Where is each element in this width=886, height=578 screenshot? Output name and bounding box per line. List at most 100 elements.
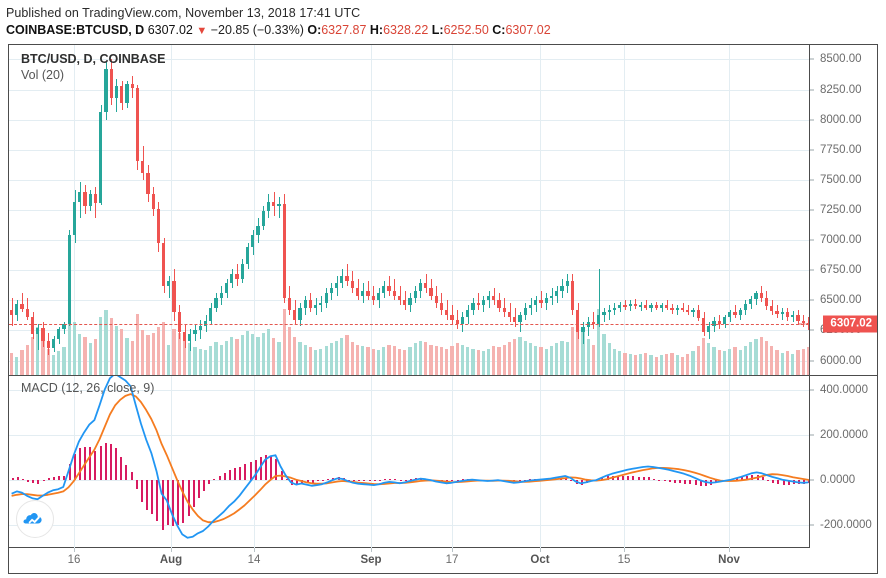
price-panel[interactable]: BTC/USD, D, COINBASE Vol (20) 8500.00 825…	[9, 45, 877, 375]
volume-bar	[649, 355, 653, 375]
volume-bar	[371, 348, 375, 375]
candle-body	[182, 331, 187, 342]
candle-body	[193, 330, 197, 335]
volume-bar	[418, 340, 423, 375]
macd-plot-area[interactable]	[9, 376, 809, 548]
price-plot-area[interactable]	[9, 45, 809, 375]
volume-bar	[764, 340, 769, 375]
volume-bar	[743, 345, 748, 375]
volume-bar	[361, 345, 365, 375]
candle-wick	[457, 309, 458, 330]
volume-bar	[167, 344, 171, 375]
candle-body	[62, 324, 66, 330]
volume-bar	[481, 351, 485, 375]
candle-wick	[95, 187, 96, 219]
volume-bar	[114, 326, 119, 375]
price-vertical-gridline	[254, 45, 255, 375]
volume-bar	[701, 338, 706, 375]
volume-bar	[240, 335, 244, 375]
price-gridline	[9, 119, 809, 121]
volume-bar	[445, 348, 449, 375]
close-value: 6307.02	[505, 23, 551, 37]
volume-bar	[345, 335, 349, 375]
volume-bar	[639, 353, 643, 375]
macd-histogram-bar	[689, 480, 691, 485]
macd-histogram-bar	[105, 442, 107, 481]
candle-body	[403, 300, 407, 306]
macd-histogram-bar	[177, 480, 179, 526]
volume-bar	[182, 338, 187, 375]
macd-histogram-bar	[172, 480, 174, 527]
macd-histogram-bar	[648, 477, 650, 481]
macd-histogram-bar	[410, 478, 412, 481]
volume-bar	[801, 348, 805, 375]
candle-body	[67, 235, 71, 325]
price-vertical-gridline	[371, 45, 372, 375]
macd-axis-label: 200.0000	[820, 428, 868, 441]
volume-bar	[266, 328, 271, 375]
candle-wick	[504, 297, 505, 318]
candle-wick	[405, 290, 406, 310]
price-axis-tick	[810, 269, 814, 271]
macd-histogram-bar	[260, 457, 262, 481]
macd-histogram-bar	[63, 475, 65, 481]
last-price: 6307.02	[147, 23, 193, 37]
time-axis[interactable]: 16 Aug 14 Sep 17 Oct 15 Nov	[8, 548, 878, 574]
candle-body	[146, 172, 150, 195]
price-axis-label: 7250.00	[820, 204, 862, 216]
candle-body	[780, 312, 784, 314]
price-change: −20.85 (−0.33%)	[210, 23, 304, 37]
volume-bar	[492, 345, 496, 375]
price-gridline	[9, 270, 809, 272]
price-gridline	[9, 240, 809, 242]
volume-bar	[612, 348, 617, 375]
price-axis[interactable]: 8500.00 8250.00 8000.00 7750.00 7500.00 7250.…	[809, 45, 877, 375]
macd-histogram-bar	[679, 480, 681, 484]
volume-bar	[780, 352, 784, 375]
volume-bar	[67, 312, 71, 375]
candle-body	[99, 112, 103, 203]
candle-body	[282, 203, 286, 298]
volume-bar	[628, 353, 632, 375]
candle-body	[597, 314, 601, 325]
candle-body	[9, 309, 14, 315]
candle-body	[114, 85, 119, 98]
candle-body	[25, 308, 29, 318]
volume-bar	[287, 327, 292, 375]
volume-bar	[439, 347, 444, 375]
candle-wick	[735, 305, 736, 319]
volume-bar	[570, 327, 575, 375]
candle-body	[544, 297, 548, 303]
volume-bar	[576, 319, 580, 375]
current-price-line	[9, 323, 809, 325]
volume-bar	[460, 344, 465, 375]
macd-histogram-bar	[270, 456, 272, 481]
panel-divider	[9, 375, 877, 376]
price-vertical-gridline	[452, 45, 453, 375]
candle-body	[539, 300, 543, 303]
macd-histogram-bar	[151, 480, 153, 515]
candle-wick	[635, 299, 636, 309]
candle-wick	[651, 302, 652, 313]
volume-bar	[392, 345, 396, 375]
macd-panel[interactable]: MACD (12, 26, close, 9) 400.0000 200.0000…	[9, 376, 877, 548]
price-axis-tick	[810, 89, 814, 91]
candle-body	[156, 208, 160, 243]
chart-frame[interactable]: BTC/USD, D, COINBASE Vol (20) 8500.00 825…	[8, 44, 878, 548]
candle-body	[665, 305, 669, 308]
candle-body	[30, 317, 35, 335]
macd-histogram-bar	[239, 466, 241, 481]
macd-histogram-bar	[451, 480, 453, 482]
volume-bar	[293, 336, 297, 375]
volume-bar	[272, 338, 276, 375]
candle-wick	[389, 276, 390, 296]
volume-bar	[722, 351, 727, 375]
volume-bar	[256, 336, 260, 375]
volume-bar	[51, 354, 56, 375]
volume-bar	[120, 328, 124, 375]
candle-body	[764, 297, 769, 307]
candle-body	[591, 322, 596, 325]
macd-axis[interactable]: 400.0000 200.0000 0.0000 -200.0000	[809, 376, 877, 548]
volume-bar	[41, 340, 45, 375]
macd-legend: MACD (12, 26, close, 9)	[21, 381, 155, 395]
